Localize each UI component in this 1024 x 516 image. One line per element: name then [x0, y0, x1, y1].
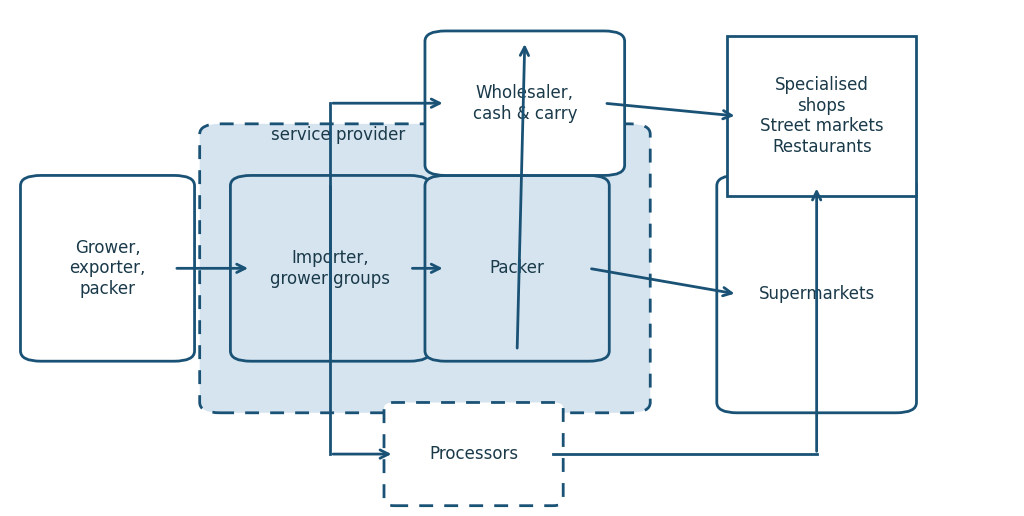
FancyBboxPatch shape [20, 175, 195, 361]
Text: Importer,
grower groups: Importer, grower groups [270, 249, 390, 288]
FancyBboxPatch shape [717, 175, 916, 413]
FancyBboxPatch shape [230, 175, 430, 361]
Text: Supermarkets: Supermarkets [759, 285, 874, 303]
Text: Grower,
exporter,
packer: Grower, exporter, packer [70, 238, 145, 298]
FancyBboxPatch shape [425, 175, 609, 361]
FancyBboxPatch shape [200, 124, 650, 413]
Text: service provider: service provider [271, 126, 406, 144]
Text: Specialised
shops
Street markets
Restaurants: Specialised shops Street markets Restaur… [760, 76, 884, 156]
Text: Packer: Packer [489, 260, 545, 277]
FancyBboxPatch shape [727, 36, 916, 196]
FancyBboxPatch shape [384, 402, 563, 506]
FancyBboxPatch shape [425, 31, 625, 175]
Text: Processors: Processors [429, 445, 518, 463]
Text: Wholesaler,
cash & carry: Wholesaler, cash & carry [472, 84, 578, 123]
